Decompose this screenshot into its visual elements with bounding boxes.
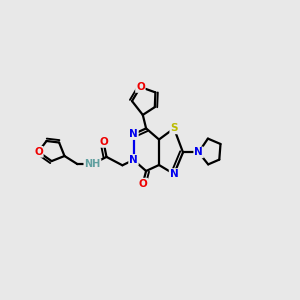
Text: O: O: [34, 147, 43, 157]
Text: N: N: [169, 169, 178, 179]
Text: N: N: [194, 147, 203, 158]
Text: N: N: [129, 129, 138, 139]
Text: NH: NH: [84, 159, 101, 169]
Text: S: S: [170, 123, 178, 134]
Text: O: O: [136, 82, 145, 92]
Text: O: O: [138, 178, 147, 189]
Text: O: O: [99, 137, 108, 147]
Text: N: N: [129, 155, 138, 165]
